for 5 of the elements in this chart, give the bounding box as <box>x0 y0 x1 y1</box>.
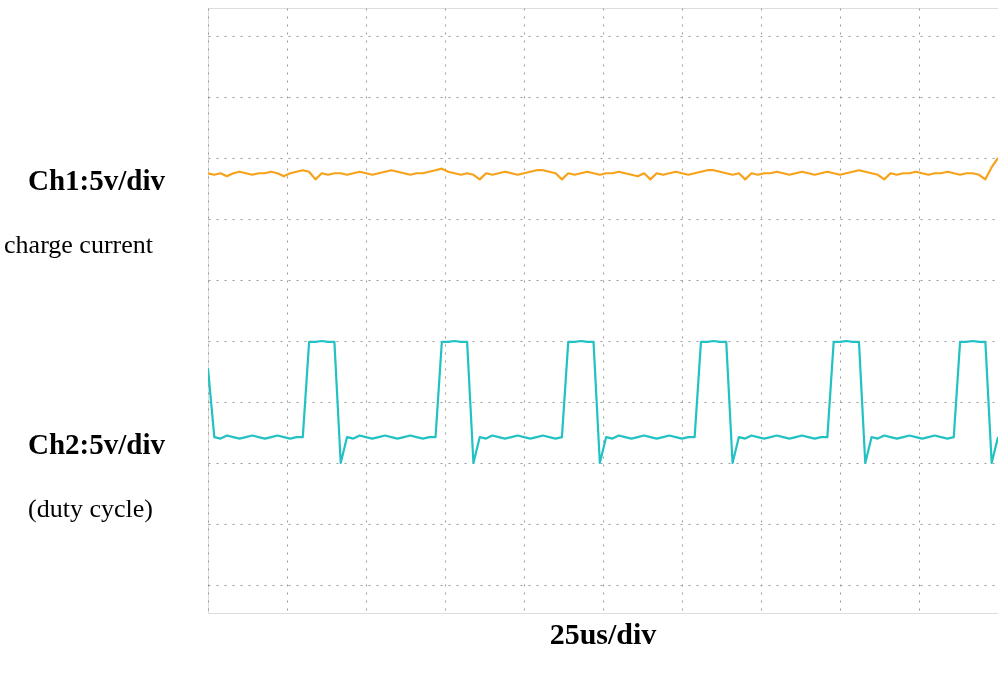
series-label: Ch2:5v/div <box>28 428 166 461</box>
series-label: Ch1:5v/div <box>28 164 166 197</box>
text: charge current <box>4 230 154 260</box>
text: (duty cycle) <box>28 494 153 524</box>
text: 25us/div <box>549 617 657 650</box>
